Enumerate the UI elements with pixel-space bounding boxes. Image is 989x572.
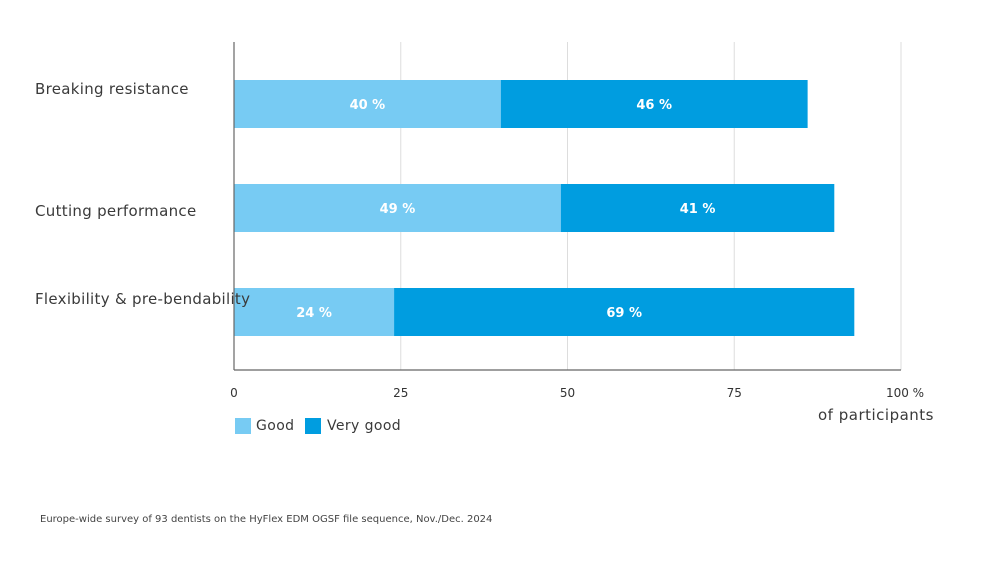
bar-segment [394,288,855,336]
legend-swatch [305,418,321,434]
bar-value-label: 24 % [296,306,332,321]
legend: Good Very good [235,418,401,434]
legend-label: Good [256,418,294,434]
bar-value-label: 40 % [350,98,386,113]
x-tick-label: 0 [230,386,238,400]
bar-segment [234,80,501,128]
x-tick-label: 50 [560,386,575,400]
bar-value-label: 69 % [606,306,642,321]
bar-segment [234,288,395,336]
category-label: Breaking resistance [35,80,189,98]
bar-value-label: 41 % [680,202,716,217]
x-axis-title: of participants [818,406,934,424]
x-tick-label: 100 % [886,386,924,400]
category-label: Cutting performance [35,202,196,220]
bar-segment [500,80,808,128]
bar-segment [560,184,835,232]
bar-segment [234,184,561,232]
x-tick-label: 75 [727,386,742,400]
bar-value-label: 49 % [380,202,416,217]
bar-value-label: 46 % [636,98,672,113]
footnote: Europe-wide survey of 93 dentists on the… [40,514,493,525]
legend-label: Very good [327,418,401,434]
legend-swatch [235,418,251,434]
category-label: Flexibility & pre-bendability [35,290,250,308]
axes [233,42,901,371]
x-tick-label: 25 [393,386,408,400]
bars [234,80,855,336]
labels: 0 25 50 75 100 % of participants Breaking resi… [35,80,934,424]
